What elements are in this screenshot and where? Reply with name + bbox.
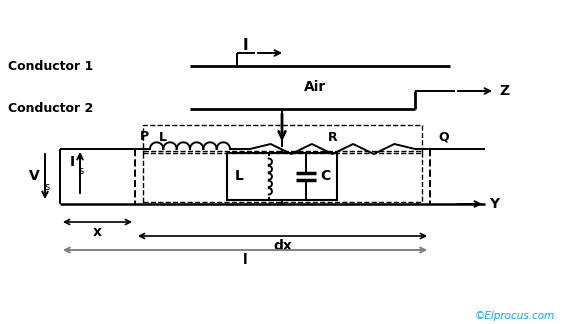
Text: I: I	[242, 39, 248, 53]
Text: C: C	[320, 169, 330, 183]
Text: ©Elprocus.com: ©Elprocus.com	[475, 311, 555, 321]
Text: x: x	[93, 225, 102, 239]
Text: V: V	[29, 169, 40, 183]
Text: I: I	[70, 155, 75, 168]
Bar	[227, 153, 337, 200]
Text: L: L	[159, 131, 167, 144]
Text: Air: Air	[304, 80, 326, 94]
Text: dx: dx	[273, 239, 292, 253]
Text: l: l	[243, 253, 247, 267]
Text: Conductor 1: Conductor 1	[8, 60, 93, 73]
Text: Conductor 2: Conductor 2	[8, 102, 93, 115]
Text: s: s	[44, 181, 49, 191]
Text: P: P	[140, 131, 149, 144]
Text: R: R	[328, 131, 337, 144]
Text: L: L	[235, 169, 244, 183]
Text: Z: Z	[499, 84, 509, 98]
Text: Q: Q	[438, 131, 448, 144]
Text: s: s	[78, 167, 83, 177]
Text: Y: Y	[489, 197, 499, 211]
